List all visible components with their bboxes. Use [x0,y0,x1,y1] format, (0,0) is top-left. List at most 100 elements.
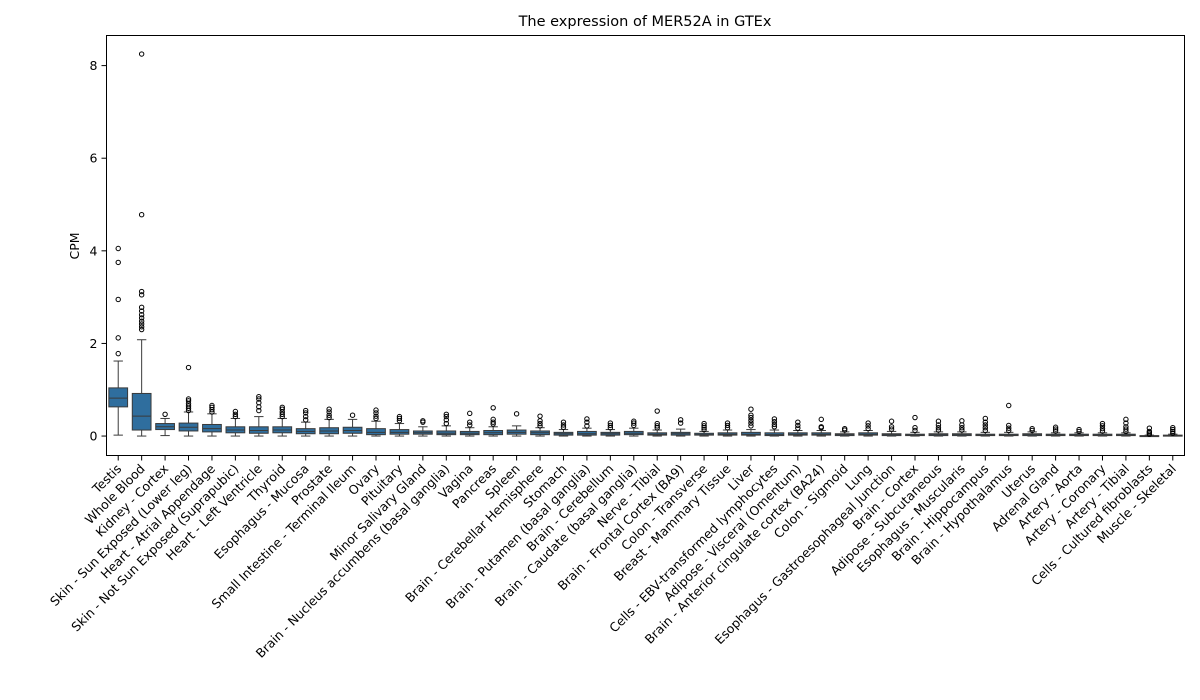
outlier-point [1029,427,1035,434]
outlier-point [982,422,989,428]
outlier-point [537,423,543,429]
outlier-point [771,424,778,430]
outlier-point [138,315,145,321]
outlier-point [443,411,450,417]
outlier-point [302,413,309,420]
outlier-point [232,413,239,420]
outlier-point [326,409,332,415]
outlier-point [912,414,918,421]
outlier-point [748,420,754,426]
outlier-point [467,422,473,428]
outlier-point [537,413,543,419]
outlier-point [185,398,192,404]
outlier-point [138,212,145,218]
outlier-point [513,411,520,417]
outlier-point [1006,422,1012,429]
outlier-point [138,321,145,327]
outlier-point [373,415,379,422]
outlier-point [701,426,707,433]
outlier-point [795,425,801,431]
outlier-point [115,296,121,303]
outlier-point [631,418,637,424]
outlier-point [302,407,309,414]
outlier-point [443,417,450,423]
outlier-point [279,411,285,417]
outlier-point [1006,402,1012,409]
outlier-point [818,416,824,423]
outlier-point [537,420,543,427]
outlier-point [490,419,496,425]
outlier-point [185,396,192,402]
outlier-point [1123,416,1129,423]
outlier-point [935,422,942,428]
outlier-point [1076,428,1082,435]
outlier-point [607,420,614,426]
outlier-point [865,425,871,432]
outlier-point [373,410,379,416]
outlier-point [256,407,262,414]
outlier-point [443,420,450,427]
outlier-point [326,406,332,412]
outlier-point [1123,420,1129,426]
outlier-point [443,413,450,420]
outlier-point [1029,425,1035,432]
outlier-point [138,312,145,318]
box [131,392,152,431]
outlier-point [912,427,918,434]
box [108,387,129,408]
outlier-point [1123,426,1129,432]
outlier-point [771,418,778,425]
outlier-point [232,408,239,415]
outlier-point [1170,430,1176,436]
y-tick-label: 4 [90,243,98,258]
outlier-point [888,418,895,424]
outlier-point [888,426,895,432]
outlier-point [748,417,754,424]
outlier-point [560,419,567,425]
outlier-point [1099,425,1106,432]
outlier-point [115,350,121,357]
outlier-point [818,424,824,430]
outlier-point [490,416,496,423]
outlier-point [677,417,684,423]
outlier-point [748,412,754,418]
y-axis-label: CPM [67,232,82,259]
outlier-point [959,427,965,433]
outlier-point [724,420,731,426]
outlier-point [490,405,496,411]
outlier-point [1146,425,1153,431]
outlier-point [467,419,473,425]
outlier-point [1170,425,1176,431]
outlier-point [701,420,707,427]
outlier-point [748,423,754,429]
outlier-point [982,425,989,431]
outlier-point [584,423,590,429]
outlier-point [279,406,285,412]
outlier-point [1099,423,1106,429]
outlier-point [584,416,590,422]
outlier-point [959,418,965,424]
plot-frame [106,35,1185,456]
outlier-point [677,420,684,426]
outlier-point [373,413,379,419]
outlier-point [748,406,754,412]
outlier-point [302,410,309,416]
outlier-point [420,418,426,424]
outlier-point [935,427,942,433]
outlier-point [1052,426,1059,432]
outlier-point [1076,426,1082,433]
outlier-point [279,404,285,411]
outlier-point [701,423,707,429]
outlier-point [138,304,145,311]
outlier-point [560,424,567,430]
outlier-point [185,403,192,409]
outlier-point [138,326,145,333]
outlier-point [138,51,145,57]
outlier-point [256,396,262,402]
outlier-point [748,414,754,421]
outlier-point [959,425,965,431]
outlier-point [1052,428,1059,434]
outlier-point [138,292,145,298]
outlier-point [935,418,942,424]
outlier-point [1052,424,1059,430]
